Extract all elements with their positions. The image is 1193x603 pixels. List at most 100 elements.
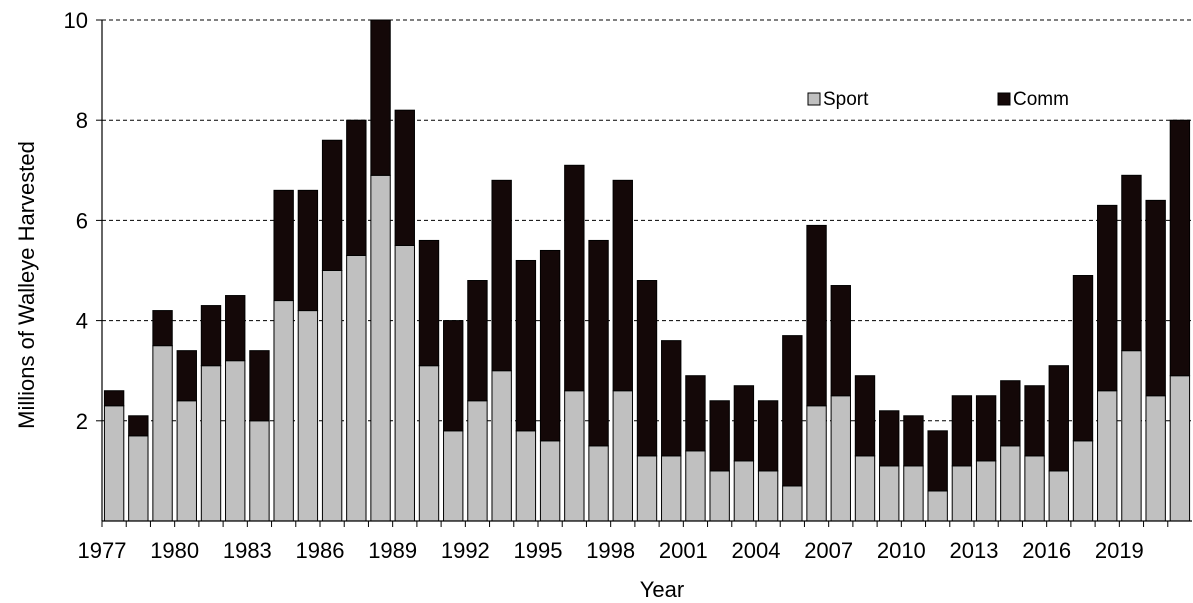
- bar-sport-2012: [951, 465, 973, 522]
- bar-comm-1981: [200, 305, 222, 367]
- bar-comm-2017: [1072, 275, 1094, 442]
- bar-sport-1991: [443, 430, 464, 522]
- bar-sport-1996: [564, 390, 585, 522]
- legend-swatch-comm: [997, 92, 1011, 106]
- legend-swatch-sport: [807, 92, 821, 106]
- bar-comm-1991: [443, 320, 464, 432]
- y-tick-label: 8: [76, 108, 88, 133]
- bar-comm-2000: [661, 340, 682, 457]
- bar-comm-1987: [346, 119, 367, 256]
- bar-sport-2015: [1024, 455, 1045, 522]
- bar-sport-1994: [515, 430, 537, 522]
- bar-sport-2008: [854, 455, 876, 522]
- bar-sport-2003: [733, 460, 755, 522]
- x-tick-label: 1995: [514, 538, 563, 563]
- bar-sport-2016: [1048, 470, 1069, 522]
- bar-sport-1984: [273, 300, 294, 522]
- bar-sport-2011: [927, 490, 948, 522]
- bar-sport-2013: [975, 460, 997, 522]
- bar-sport-1999: [636, 455, 658, 522]
- y-tick-labels: 2 4 6 8 10: [64, 8, 102, 434]
- bar-comm-2012: [951, 395, 973, 467]
- bar-comm-2013: [975, 395, 997, 462]
- bar-comm-1996: [564, 164, 585, 392]
- bar-comm-1986: [321, 139, 343, 271]
- bar-comm-2004: [757, 400, 779, 472]
- bar-comm-2016: [1048, 365, 1069, 472]
- bar-comm-1990: [418, 239, 440, 367]
- bar-sport-2002: [709, 470, 730, 522]
- bar-sport-2020: [1145, 395, 1166, 522]
- x-tick-label: 1989: [368, 538, 417, 563]
- bar-comm-2010: [903, 415, 924, 467]
- bar-comm-1979: [152, 310, 173, 347]
- bar-comm-1985: [297, 189, 319, 312]
- x-tick-label: 2004: [732, 538, 781, 563]
- x-tick-label: 1983: [223, 538, 272, 563]
- bar-sport-2001: [685, 450, 706, 522]
- bar-comm-2021: [1169, 119, 1191, 377]
- bar-sport-1986: [321, 270, 343, 522]
- bar-sport-2014: [1000, 445, 1021, 522]
- bar-sport-1992: [467, 400, 488, 522]
- bar-comm-1998: [612, 179, 633, 392]
- bar-sport-1987: [346, 254, 367, 522]
- x-tick-label: 1977: [78, 538, 127, 563]
- bar-sport-2009: [879, 465, 900, 522]
- bar-comm-1983: [249, 350, 270, 422]
- legend-label-comm: Comm: [1013, 89, 1069, 110]
- y-tick-label: 6: [76, 208, 88, 233]
- bar-comm-2009: [879, 410, 900, 467]
- bar-sport-2019: [1121, 350, 1142, 522]
- legend-label-sport: Sport: [823, 89, 869, 110]
- bar-comm-1982: [225, 295, 246, 362]
- y-tick-label: 2: [76, 409, 88, 434]
- bar-sport-1980: [176, 400, 197, 522]
- bar-sport-2000: [661, 455, 682, 522]
- bar-sport-2018: [1097, 390, 1118, 522]
- bar-comm-1980: [176, 350, 197, 402]
- bar-comm-2005: [782, 335, 803, 487]
- bar-comm-2003: [733, 385, 755, 462]
- bar-comm-2019: [1121, 174, 1142, 352]
- x-tick-label: 1992: [441, 538, 490, 563]
- bar-comm-1994: [515, 259, 537, 432]
- bar-comm-1995: [539, 249, 561, 442]
- x-tick-label: 1986: [296, 538, 345, 563]
- bar-sport-1981: [200, 365, 222, 522]
- x-tick-label: 1980: [150, 538, 199, 563]
- x-tick-label: 2019: [1095, 538, 1144, 563]
- bar-sport-1978: [128, 435, 149, 522]
- y-tick-label: 10: [64, 8, 88, 33]
- bar-comm-1977: [103, 390, 125, 407]
- bar-comm-1978: [128, 415, 149, 437]
- axes: [101, 20, 1192, 522]
- bar-sport-1995: [539, 440, 561, 522]
- bar-sport-2007: [830, 395, 851, 522]
- bar-comm-2018: [1097, 204, 1118, 392]
- x-tick-label: 2016: [1022, 538, 1071, 563]
- bar-comm-1993: [491, 179, 512, 372]
- bar-comm-2006: [806, 224, 827, 407]
- bar-comm-2008: [854, 375, 876, 457]
- y-axis-title: Millions of Walleye Harvested: [14, 141, 39, 429]
- bar-sport-2010: [903, 465, 924, 522]
- bar-sport-1982: [225, 360, 246, 522]
- bar-comm-1988: [370, 19, 391, 176]
- x-axis-title: Year: [640, 577, 684, 602]
- bar-sport-1988: [370, 174, 391, 522]
- bar-sport-1990: [418, 365, 440, 522]
- bar-sport-2004: [757, 470, 779, 522]
- bar-sport-1977: [103, 405, 125, 522]
- legend: Sport Comm: [807, 89, 1069, 110]
- bar-comm-2014: [1000, 380, 1021, 447]
- bar-sport-1998: [612, 390, 633, 522]
- bar-sport-1979: [152, 345, 173, 522]
- bar-sport-2021: [1169, 375, 1191, 522]
- bar-sport-2005: [782, 485, 803, 522]
- x-tick-labels: 1977 1980 1983 1986 1989 1992 1995 1998 2001 2004…: [78, 521, 1169, 563]
- bar-comm-1984: [273, 189, 294, 302]
- bar-sport-2017: [1072, 440, 1094, 522]
- bar-sport-1989: [394, 244, 415, 522]
